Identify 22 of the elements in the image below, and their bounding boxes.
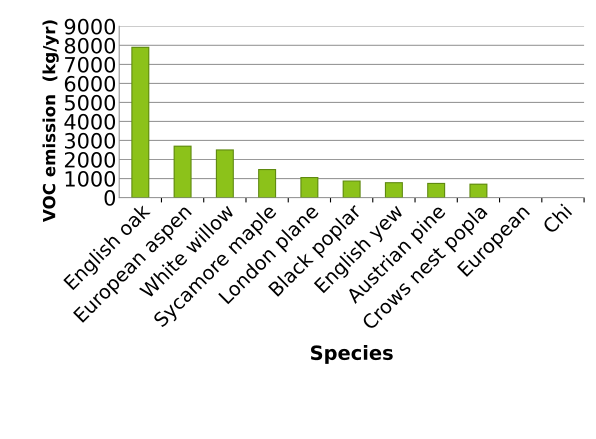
bar [469, 184, 488, 198]
y-axis-title: VOC emission (kg/yr) [42, 20, 59, 222]
y-tick-label: 1000 [66, 170, 116, 187]
y-tick-label: 9000 [64, 18, 116, 35]
bar [427, 182, 446, 198]
y-tick-label: 6000 [64, 76, 116, 92]
y-tick-label: 2000 [64, 152, 116, 168]
bar [342, 180, 361, 198]
bar [384, 182, 403, 198]
y-tick-label: 5000 [65, 94, 116, 111]
bar [131, 46, 150, 198]
x-tick-label: Chi [542, 204, 572, 234]
y-tick-label: 0 [104, 190, 116, 206]
y-tick-label: 3000 [64, 132, 116, 149]
bar [258, 169, 276, 198]
bar [300, 177, 318, 198]
y-tick-label: 7000 [65, 56, 116, 73]
bar [174, 146, 192, 198]
bar [216, 149, 234, 198]
x-axis-title: Species [311, 345, 393, 364]
y-tick-label: 4000 [64, 114, 116, 130]
y-tick-label: 8000 [64, 38, 116, 54]
